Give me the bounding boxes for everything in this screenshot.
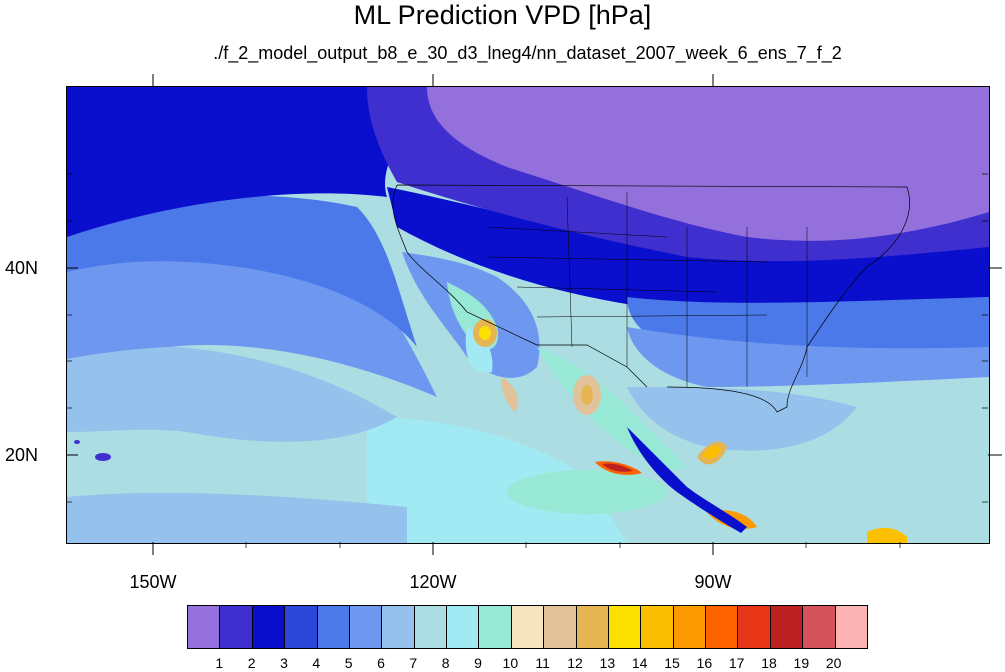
colorbar-swatch bbox=[608, 606, 642, 648]
colorbar-swatch bbox=[803, 606, 836, 648]
lat-label-20n: 20N bbox=[4, 445, 38, 465]
colorbar-swatch bbox=[447, 606, 480, 648]
colorbar-swatch bbox=[738, 606, 771, 648]
colorbar-swatch bbox=[544, 606, 577, 648]
colorbar-swatch bbox=[188, 606, 221, 648]
colorbar-swatch bbox=[220, 606, 253, 648]
colorbar-swatch bbox=[641, 606, 674, 648]
colorbar-label: 1 bbox=[215, 655, 224, 671]
colorbar-label: 4 bbox=[312, 655, 321, 671]
colorbar-swatch bbox=[673, 606, 706, 648]
colorbar-swatch bbox=[414, 606, 447, 648]
vpd-contour-map bbox=[67, 87, 989, 543]
lon-label-150w: 150W bbox=[129, 572, 177, 592]
colorbar-label: 10 bbox=[502, 655, 519, 671]
colorbar-swatch bbox=[349, 606, 383, 648]
colorbar-label: 5 bbox=[344, 655, 353, 671]
colorbar-swatch bbox=[511, 606, 545, 648]
colorbar-label: 15 bbox=[664, 655, 680, 671]
map-panel bbox=[66, 86, 990, 544]
colorbar bbox=[187, 605, 868, 649]
colorbar-label: 6 bbox=[377, 655, 385, 671]
colorbar-label: 8 bbox=[441, 655, 450, 671]
plot-subtitle: ./f_2_model_output_b8_e_30_d3_lneg4/nn_d… bbox=[213, 43, 842, 63]
colorbar-swatch bbox=[252, 606, 286, 648]
colorbar-label: 18 bbox=[761, 655, 777, 671]
colorbar-swatch bbox=[479, 606, 512, 648]
plot-title: ML Prediction VPD [hPa] bbox=[353, 0, 652, 30]
colorbar-swatch bbox=[317, 606, 350, 648]
colorbar-label: 19 bbox=[793, 655, 810, 671]
lat-label-40n: 40N bbox=[4, 258, 38, 278]
colorbar-label: 14 bbox=[631, 655, 648, 671]
lon-label-120w: 120W bbox=[409, 572, 457, 592]
colorbar-swatch bbox=[382, 606, 415, 648]
colorbar-label: 2 bbox=[247, 655, 256, 671]
colorbar-label: 3 bbox=[280, 655, 288, 671]
colorbar-label: 7 bbox=[409, 655, 418, 671]
colorbar-swatch bbox=[576, 606, 609, 648]
colorbar-label: 20 bbox=[825, 655, 842, 671]
colorbar-label: 17 bbox=[728, 655, 745, 671]
colorbar-label: 16 bbox=[696, 655, 713, 671]
colorbar-label: 11 bbox=[535, 655, 550, 671]
lon-label-90w: 90W bbox=[694, 572, 732, 592]
colorbar-label: 9 bbox=[474, 655, 482, 671]
colorbar-swatch bbox=[835, 606, 867, 648]
colorbar-label: 12 bbox=[567, 655, 583, 671]
colorbar-swatch bbox=[706, 606, 739, 648]
colorbar-label: 13 bbox=[599, 655, 616, 671]
colorbar-swatch bbox=[285, 606, 318, 648]
colorbar-swatch bbox=[770, 606, 804, 648]
